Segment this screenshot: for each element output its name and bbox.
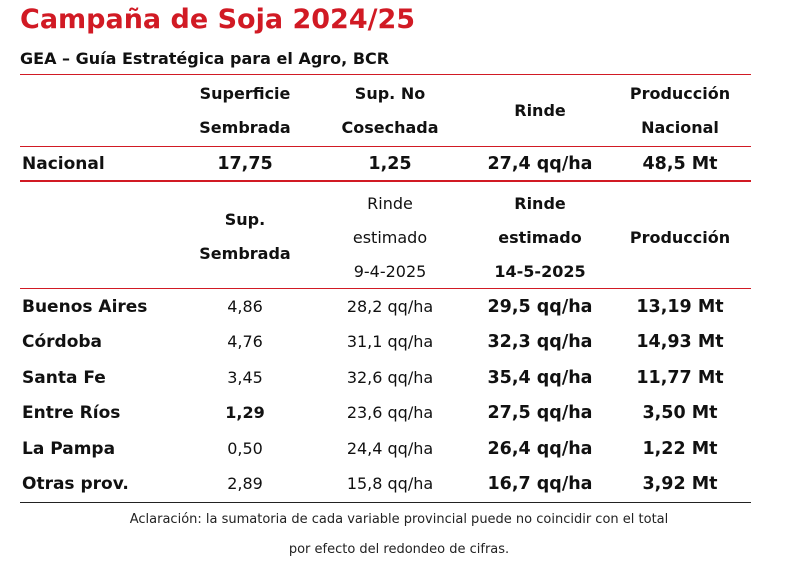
header-superficie-line1: Superficie: [199, 84, 291, 103]
province-sup: 2,89: [227, 474, 263, 493]
prov-header-sup-line1: Sup.: [224, 210, 266, 229]
header-no-cosechada-line1: Sup. No: [354, 84, 426, 103]
province-sup: 0,50: [227, 439, 263, 458]
header-produccion-line2: Nacional: [641, 118, 719, 137]
national-no-cosechada: 1,25: [368, 154, 412, 174]
province-name: Buenos Aires: [22, 297, 148, 317]
province-name: La Pampa: [22, 439, 116, 459]
prov-header-produccion: Producción: [629, 228, 731, 247]
province-rinde-apr: 24,4 qq/ha: [346, 439, 434, 458]
prov-header-rinde-may-line3: 14-5-2025: [494, 262, 586, 281]
table-bottom-rule: [20, 502, 751, 503]
province-rinde-may: 35,4 qq/ha: [487, 368, 593, 388]
header-rule-top: [20, 74, 751, 75]
province-prod: 1,22 Mt: [642, 439, 718, 459]
province-rinde-apr: 23,6 qq/ha: [346, 403, 434, 422]
header-no-cosechada-line2: Cosechada: [341, 118, 439, 137]
province-name: Santa Fe: [22, 368, 106, 388]
header-superficie-line2: Sembrada: [199, 118, 291, 137]
national-rinde: 27,4 qq/ha: [487, 154, 593, 174]
province-rinde-may: 27,5 qq/ha: [487, 403, 593, 423]
province-rinde-apr: 32,6 qq/ha: [346, 368, 434, 387]
prov-header-rinde-may-line1: Rinde: [514, 194, 566, 213]
province-sup: 3,45: [227, 368, 263, 387]
prov-header-rinde-apr-line1: Rinde: [367, 194, 413, 213]
province-prod: 13,19 Mt: [636, 297, 724, 317]
header-rinde: Rinde: [514, 101, 566, 120]
province-prod: 11,77 Mt: [636, 368, 724, 388]
province-name: Entre Ríos: [22, 403, 121, 423]
province-rinde-may: 16,7 qq/ha: [487, 474, 593, 494]
province-name: Otras prov.: [22, 474, 129, 494]
national-rule-top: [20, 146, 751, 147]
national-produccion: 48,5 Mt: [642, 154, 718, 174]
province-prod: 3,92 Mt: [642, 474, 718, 494]
province-sup: 4,76: [227, 332, 263, 351]
province-rinde-may: 26,4 qq/ha: [487, 439, 593, 459]
national-rule-bottom: [20, 180, 751, 182]
national-label: Nacional: [22, 154, 105, 174]
province-rinde-may: 32,3 qq/ha: [487, 332, 593, 352]
prov-rule-top: [20, 288, 751, 289]
national-superficie: 17,75: [217, 154, 273, 174]
prov-header-rinde-apr-line3: 9-4-2025: [353, 262, 427, 281]
footnote-line1: Aclaración: la sumatoria de cada variabl…: [129, 512, 669, 527]
province-rinde-apr: 15,8 qq/ha: [346, 474, 434, 493]
prov-header-rinde-apr-line2: estimado: [352, 228, 428, 247]
page-title: Campaña de Soja 2024/25: [20, 4, 416, 35]
prov-header-sup-line2: Sembrada: [199, 244, 291, 263]
province-sup: 1,29: [225, 403, 265, 422]
province-sup: 4,86: [227, 297, 263, 316]
province-name: Córdoba: [22, 332, 103, 352]
header-produccion-line1: Producción: [629, 84, 731, 103]
province-rinde-may: 29,5 qq/ha: [487, 297, 593, 317]
province-rinde-apr: 28,2 qq/ha: [346, 297, 434, 316]
footnote-line2: por efecto del redondeo de cifras.: [288, 542, 510, 557]
prov-header-rinde-may-line2: estimado: [498, 228, 582, 247]
province-rinde-apr: 31,1 qq/ha: [346, 332, 434, 351]
page-subtitle: GEA – Guía Estratégica para el Agro, BCR: [20, 49, 390, 68]
province-prod: 3,50 Mt: [642, 403, 718, 423]
province-prod: 14,93 Mt: [636, 332, 724, 352]
